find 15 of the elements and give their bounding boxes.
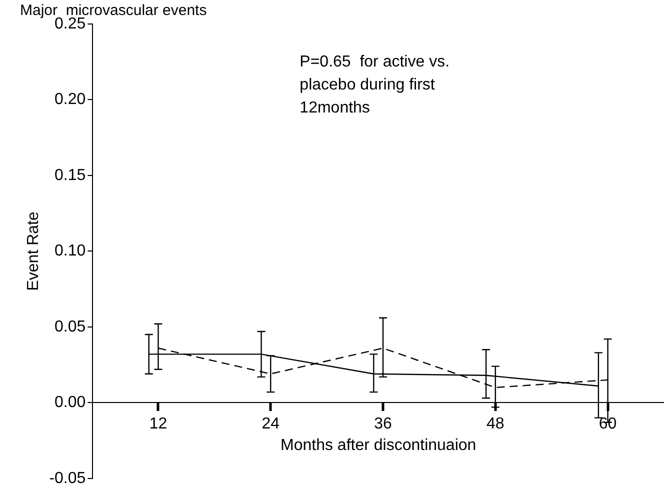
y-tick-label: 0.05 xyxy=(54,318,86,336)
y-tick-label: 0.10 xyxy=(54,242,86,260)
x-tick-label: 60 xyxy=(598,416,617,433)
x-tick-label: 36 xyxy=(374,416,392,433)
annotation: P=0.65 for active vs. placebo during first 12months xyxy=(300,53,450,116)
y-axis-title: Event Rate xyxy=(25,212,42,291)
x-tick-label: 48 xyxy=(486,416,504,433)
x-tick-label: 12 xyxy=(149,416,168,433)
y-tick-label: 0.25 xyxy=(54,15,86,32)
y-tick-label: -0.05 xyxy=(49,470,86,487)
y-tick-label: 0.15 xyxy=(54,166,86,184)
y-tick-label: 0.20 xyxy=(54,91,86,108)
x-tick-label: 24 xyxy=(262,416,280,433)
x-axis-title: Months after discontinuaion xyxy=(280,436,476,454)
y-tick-label: 0.00 xyxy=(54,394,86,412)
